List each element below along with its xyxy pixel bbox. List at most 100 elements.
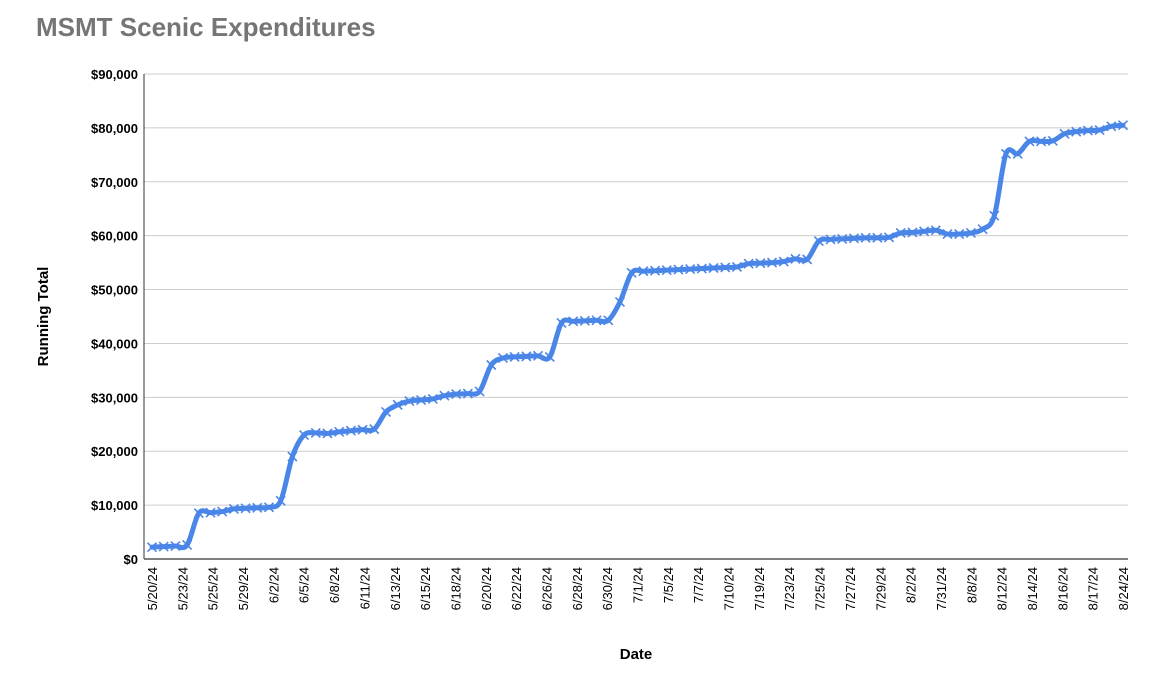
data-point (334, 426, 345, 437)
data-point (591, 315, 602, 326)
data-point (310, 427, 321, 438)
data-point (217, 506, 228, 517)
y-tick-label: $20,000 (91, 444, 138, 459)
x-tick-label: 6/30/24 (600, 567, 615, 610)
data-point (977, 224, 988, 235)
data-point (954, 228, 965, 240)
x-tick-label: 6/22/24 (509, 567, 524, 610)
x-tick-label: 8/2/24 (904, 567, 919, 603)
data-point (766, 257, 778, 268)
data-point (521, 351, 532, 362)
x-tick-label: 8/16/24 (1055, 567, 1070, 610)
data-point (743, 258, 754, 269)
data-point (579, 315, 590, 326)
data-point (989, 210, 1000, 221)
data-point (778, 256, 789, 267)
data-point (228, 503, 239, 514)
y-tick-label: $70,000 (91, 175, 138, 190)
y-tick-label: $0 (124, 552, 138, 567)
data-point (813, 235, 824, 247)
data-point (568, 316, 579, 327)
data-point (930, 225, 941, 236)
y-axis-ticks: $0 $10,000 $20,000 $30,000 $40,000 $50,000 $60… (91, 67, 138, 567)
data-point (462, 388, 473, 399)
x-tick-label: 5/29/24 (236, 567, 251, 610)
x-tick-label: 7/29/24 (873, 567, 888, 610)
data-point (848, 233, 859, 244)
y-tick-label: $10,000 (91, 498, 138, 513)
data-point (942, 228, 953, 240)
y-tick-label: $90,000 (91, 67, 138, 82)
data-point (427, 393, 438, 405)
data-point (708, 262, 719, 274)
x-tick-label: 7/7/24 (691, 567, 706, 603)
x-tick-label: 8/12/24 (995, 567, 1010, 610)
x-tick-label: 5/23/24 (175, 567, 190, 610)
data-point (626, 267, 637, 278)
x-tick-label: 7/27/24 (843, 567, 858, 610)
x-axis-ticks: 5/20/24 5/23/24 5/25/24 5/29/24 6/2/24 6/5/24… (145, 567, 1131, 610)
data-point (380, 406, 392, 417)
data-point (919, 226, 930, 237)
x-tick-label: 7/1/24 (631, 567, 646, 603)
x-tick-label: 6/5/24 (297, 567, 312, 603)
data-point (322, 428, 333, 439)
x-tick-label: 5/20/24 (145, 567, 160, 610)
data-point (638, 266, 649, 277)
x-tick-label: 6/20/24 (479, 567, 494, 610)
data-point (661, 265, 672, 276)
x-tick-label: 6/13/24 (388, 567, 403, 610)
x-tick-label: 8/14/24 (1025, 567, 1040, 610)
x-tick-label: 6/26/24 (539, 567, 554, 610)
data-point (1082, 125, 1093, 136)
data-point (369, 424, 380, 435)
data-point (731, 261, 743, 272)
data-point (451, 389, 462, 400)
data-point (614, 296, 626, 308)
data-point (872, 232, 883, 243)
x-tick-label: 7/31/24 (934, 567, 949, 610)
y-tick-label: $30,000 (91, 390, 138, 405)
data-point (205, 507, 216, 518)
x-tick-label: 6/15/24 (418, 567, 433, 610)
data-point (895, 227, 906, 239)
x-tick-label: 7/23/24 (782, 567, 797, 610)
data-point (1024, 136, 1035, 147)
data-point (170, 541, 181, 552)
data-point (1117, 120, 1129, 131)
data-point (345, 425, 356, 436)
y-axis-label: Running Total (35, 267, 52, 367)
data-point (392, 399, 403, 410)
data-point (825, 234, 836, 245)
x-tick-label: 8/8/24 (964, 567, 979, 603)
data-point (497, 352, 509, 364)
data-point (287, 451, 298, 462)
data-point (357, 424, 368, 435)
data-point (720, 262, 731, 273)
x-tick-label: 7/5/24 (661, 567, 676, 603)
x-tick-label: 8/24/24 (1116, 567, 1131, 610)
data-point (649, 265, 661, 276)
data-point (146, 542, 158, 553)
x-tick-label: 5/25/24 (206, 567, 221, 610)
data-point (544, 351, 555, 362)
data-point (965, 227, 976, 239)
data-point (1036, 136, 1047, 147)
x-tick-label: 8/17/24 (1086, 567, 1101, 610)
data-point (556, 317, 567, 329)
data-point (240, 503, 251, 514)
series-group (146, 120, 1129, 553)
data-point (837, 233, 848, 244)
data-point (299, 429, 310, 441)
data-point (802, 254, 813, 265)
data-point (1094, 124, 1105, 136)
x-tick-label: 6/8/24 (327, 567, 342, 603)
data-point (1106, 121, 1117, 132)
x-tick-label: 7/19/24 (752, 567, 767, 610)
data-point (416, 394, 427, 406)
data-point (603, 315, 614, 326)
x-tick-label: 6/18/24 (448, 567, 463, 610)
data-point (486, 359, 497, 371)
chart-title: MSMT Scenic Expenditures (36, 12, 376, 42)
x-tick-label: 6/11/24 (357, 567, 372, 609)
